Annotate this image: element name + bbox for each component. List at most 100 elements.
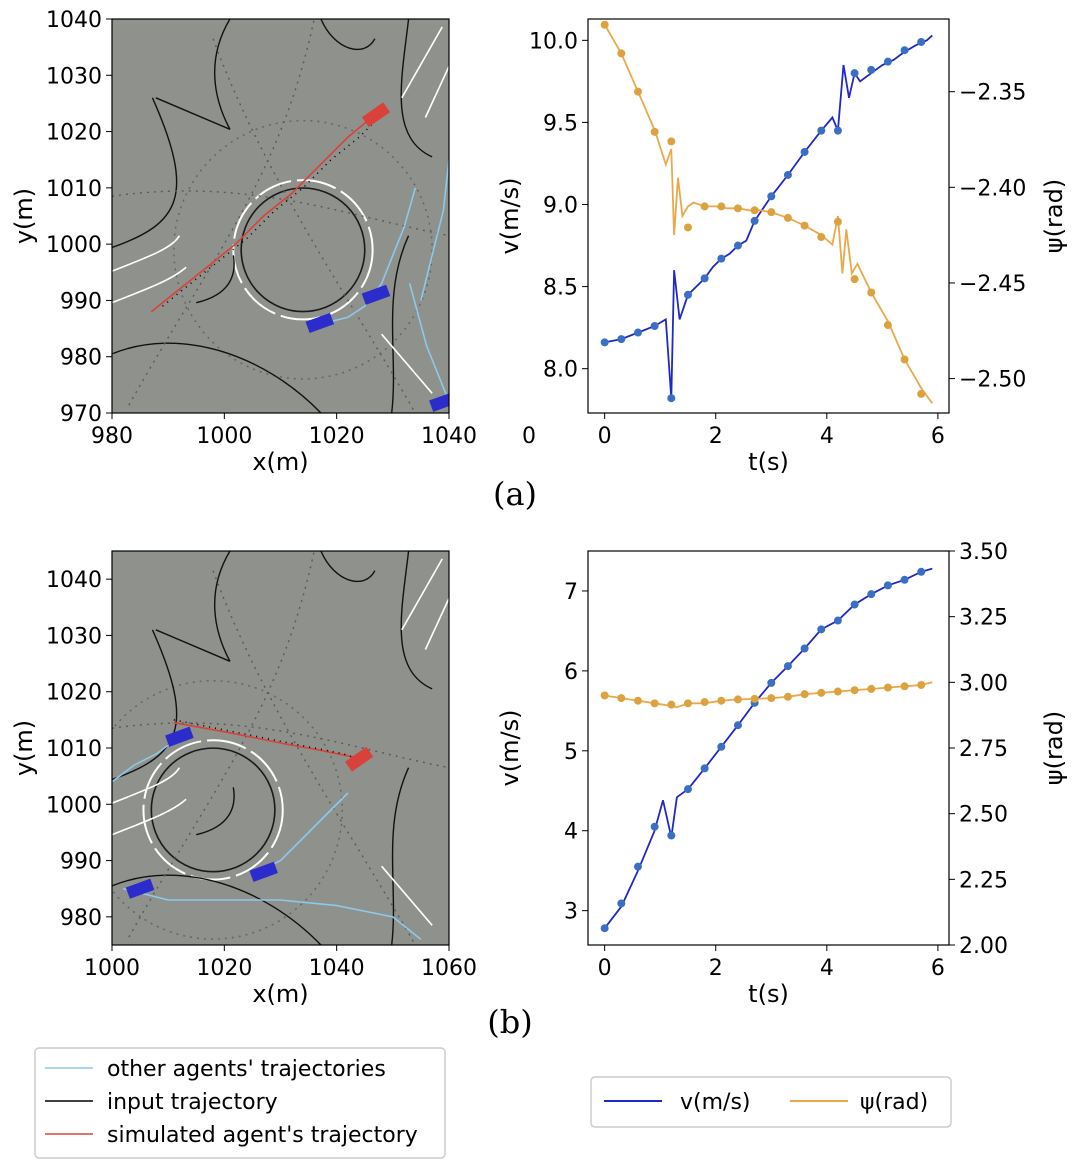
data-point-v — [900, 575, 909, 584]
agent-vehicle-other-1 — [305, 312, 335, 334]
caption-a: (a) — [493, 475, 537, 513]
data-point-v — [733, 241, 742, 250]
agent-vehicle-simulated — [345, 746, 374, 772]
data-point-psi — [767, 208, 776, 217]
data-point-psi — [717, 202, 726, 211]
roundabout-dotted-path — [112, 680, 343, 940]
road-boundary — [320, 551, 376, 583]
road-boundary — [112, 874, 322, 945]
x-tick-label: 1000 — [84, 956, 140, 981]
data-point-psi — [800, 690, 809, 699]
data-point-psi — [850, 275, 859, 284]
data-point-v — [683, 785, 692, 794]
data-point-psi — [883, 683, 892, 692]
data-point-v — [800, 644, 809, 653]
data-point-v — [783, 170, 792, 179]
y-tick-label: 980 — [60, 906, 102, 931]
agent-vehicle-simulated — [361, 102, 391, 128]
data-point-v — [667, 831, 676, 840]
data-point-psi — [667, 700, 676, 709]
x-tick-label: 1000 — [196, 424, 252, 449]
simulated-trajectory — [150, 108, 383, 313]
lane-marking — [380, 333, 433, 394]
y-tick-label: 1030 — [46, 624, 102, 649]
x-axis-label: t(s) — [748, 980, 789, 1008]
data-point-v — [700, 274, 709, 283]
roundabout-dotted-path — [173, 119, 433, 380]
roundabout-island — [150, 747, 276, 873]
data-point-v — [867, 65, 876, 74]
y-tick-label: 6 — [564, 660, 578, 685]
data-point-v — [917, 37, 926, 46]
data-point-v — [850, 600, 859, 609]
data-point-psi — [883, 321, 892, 330]
lane-marking — [380, 865, 433, 926]
panel-b-kinematics: 0 2 4 6 3 4 5 6 7 2.00 2.25 2.50 2.75 3.00 3.25 3.50 t(s… — [496, 540, 1068, 1008]
y-tick-label: 970 — [60, 402, 102, 427]
data-point-v — [717, 254, 726, 263]
x-tick-label: 2 — [709, 424, 723, 449]
y-tick-label: 4 — [564, 820, 578, 845]
y2-axis-label: ψ(rad) — [1040, 179, 1068, 253]
x-tick-label: 1020 — [196, 956, 252, 981]
stray-tick-label: 0 — [522, 424, 536, 449]
data-point-v — [650, 822, 659, 831]
other-agent-trajectory — [420, 159, 449, 301]
other-agent-trajectory — [325, 187, 417, 324]
data-point-v — [633, 328, 642, 337]
y-tick-label: 1010 — [46, 177, 102, 202]
road-boundary — [112, 97, 178, 249]
x-tick-label: 1060 — [421, 956, 477, 981]
y-axis-label: y(m) — [10, 188, 38, 244]
y-tick-label: 8.0 — [543, 358, 578, 383]
data-point-psi — [783, 213, 792, 222]
y-tick-label: 1040 — [46, 8, 102, 33]
lane-marking — [424, 597, 449, 650]
road-boundary — [214, 551, 231, 662]
data-point-psi — [667, 137, 676, 146]
y2-axis-label: ψ(rad) — [1040, 711, 1068, 785]
data-point-psi — [633, 87, 642, 96]
y-tick-label: 990 — [60, 289, 102, 314]
plot-frame — [587, 18, 950, 414]
y2-tick-label: 3.00 — [959, 671, 1008, 696]
data-point-v — [617, 899, 626, 908]
data-point-v — [817, 126, 826, 135]
data-point-v — [917, 567, 926, 576]
x-axis-label: x(m) — [252, 448, 308, 476]
data-point-v — [850, 69, 859, 78]
data-point-v — [800, 147, 809, 156]
series-line-v — [604, 34, 933, 399]
data-point-v — [900, 46, 909, 55]
data-point-psi — [700, 202, 709, 211]
road-boundary — [112, 342, 322, 413]
x-tick-label: 6 — [931, 424, 945, 449]
data-point-psi — [683, 223, 692, 232]
y-axis-label: v(m/s) — [496, 178, 524, 255]
x-tick-label: 4 — [820, 956, 834, 981]
data-point-v — [833, 126, 842, 135]
data-point-psi — [833, 687, 842, 696]
other-agent-trajectory — [408, 283, 449, 402]
data-point-v — [783, 662, 792, 671]
data-point-psi — [633, 696, 642, 705]
legend-map-label-simulated: simulated agent's trajectory — [107, 1123, 418, 1148]
legend-kin-label-psi: ψ(rad) — [860, 1090, 928, 1115]
legend-kinematics: v(m/s) ψ(rad) — [590, 1076, 952, 1128]
road-boundary — [196, 787, 235, 836]
data-point-v — [650, 321, 659, 330]
data-point-v — [600, 338, 609, 347]
y2-tick-label: −2.40 — [959, 176, 1026, 201]
data-point-psi — [600, 691, 609, 700]
data-point-psi — [617, 694, 626, 703]
y-tick-label: 1030 — [46, 64, 102, 89]
road-boundary — [400, 19, 433, 158]
x-tick-label: 2 — [709, 956, 723, 981]
y2-tick-label: −2.35 — [959, 81, 1026, 106]
y2-tick-label: 2.00 — [959, 934, 1008, 959]
y-tick-label: 990 — [60, 850, 102, 875]
lane-marking — [112, 767, 181, 804]
lane-marking — [401, 26, 443, 99]
road-boundary — [320, 19, 376, 51]
